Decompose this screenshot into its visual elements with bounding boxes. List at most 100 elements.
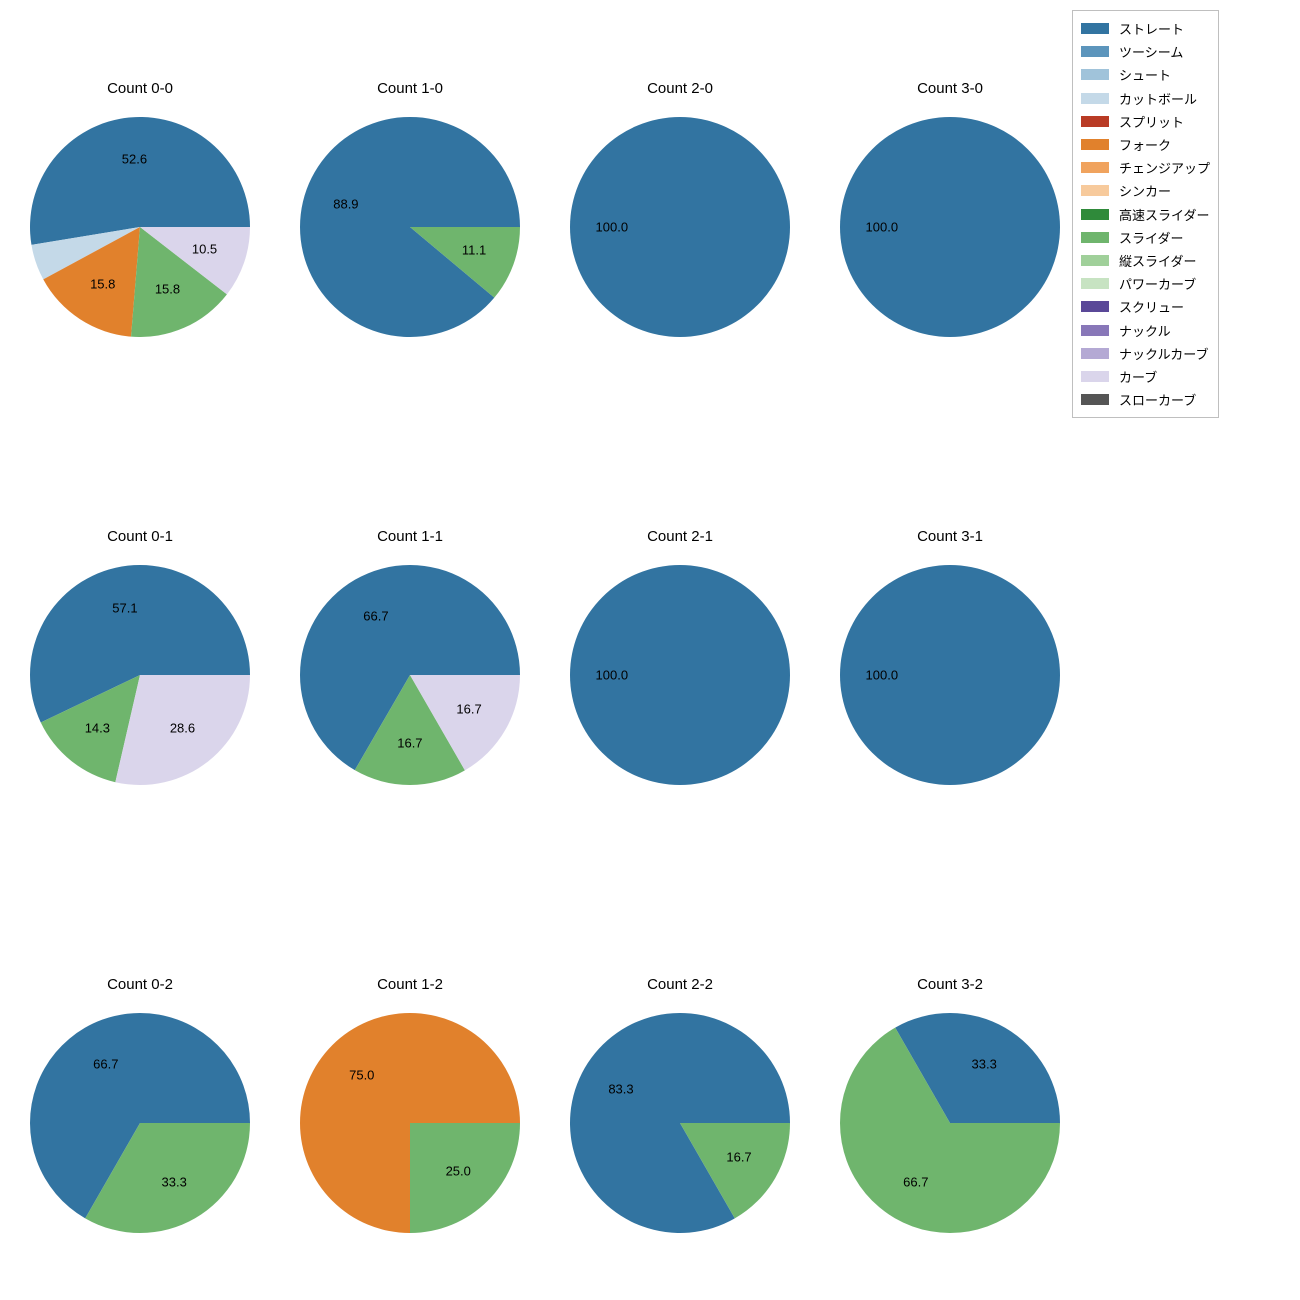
slice-label: 52.6	[122, 152, 147, 167]
pie-chart: 83.3 16.7	[570, 1013, 790, 1233]
pie-chart: 88.9 11.1	[300, 117, 520, 337]
legend-item: ナックル	[1081, 318, 1210, 341]
legend-label: 縦スライダー	[1119, 251, 1196, 270]
chart-title: Count 2-1	[570, 528, 790, 545]
legend-item: スクリュー	[1081, 295, 1210, 318]
legend-label: スローカーブ	[1119, 390, 1196, 409]
legend-label: カットボール	[1119, 89, 1197, 108]
slice-label: 16.7	[726, 1150, 751, 1165]
slice-label: 16.7	[456, 702, 481, 717]
chart-title: Count 1-2	[300, 976, 520, 993]
slice-label: 16.7	[397, 736, 422, 751]
legend-label: ツーシーム	[1119, 42, 1183, 61]
pie-chart: 100.0	[840, 117, 1060, 337]
chart-title: Count 2-0	[570, 80, 790, 97]
legend-swatch	[1081, 278, 1109, 289]
pie-chart: 66.7 33.3	[30, 1013, 250, 1233]
legend-swatch	[1081, 23, 1109, 34]
legend-swatch	[1081, 232, 1109, 243]
slice-label: 83.3	[608, 1081, 633, 1096]
chart-title: Count 3-2	[840, 976, 1060, 993]
chart-title: Count 1-0	[300, 80, 520, 97]
legend-item: カーブ	[1081, 365, 1210, 388]
legend-swatch	[1081, 325, 1109, 336]
legend-swatch	[1081, 301, 1109, 312]
legend-label: カーブ	[1119, 367, 1157, 386]
legend-swatch	[1081, 69, 1109, 80]
pie-chart: 57.1 14.3 28.6	[30, 565, 250, 785]
legend-label: シュート	[1119, 65, 1171, 84]
pie-chart: 33.3 66.7	[840, 1013, 1060, 1233]
legend-item: フォーク	[1081, 133, 1210, 156]
legend-swatch	[1081, 46, 1109, 57]
legend-item: スライダー	[1081, 226, 1210, 249]
legend: ストレートツーシームシュートカットボールスプリットフォークチェンジアップシンカー…	[1072, 10, 1219, 418]
legend-swatch	[1081, 116, 1109, 127]
chart-title: Count 3-1	[840, 528, 1060, 545]
slice-label: 88.9	[333, 196, 358, 211]
legend-item: パワーカーブ	[1081, 272, 1210, 295]
slice-label: 75.0	[349, 1067, 374, 1082]
legend-swatch	[1081, 162, 1109, 173]
chart-title: Count 3-0	[840, 80, 1060, 97]
chart-title: Count 1-1	[300, 528, 520, 545]
legend-item: スプリット	[1081, 110, 1210, 133]
legend-item: チェンジアップ	[1081, 156, 1210, 179]
slice-label: 14.3	[85, 721, 110, 736]
pie-chart: 100.0	[570, 565, 790, 785]
legend-label: スプリット	[1119, 112, 1184, 131]
legend-swatch	[1081, 139, 1109, 150]
slice-label: 66.7	[363, 608, 388, 623]
legend-item: ストレート	[1081, 17, 1210, 40]
slice-label: 11.1	[462, 243, 486, 258]
slice-label: 15.8	[155, 282, 180, 297]
legend-swatch	[1081, 93, 1109, 104]
chart-title: Count 0-2	[30, 976, 250, 993]
pie-chart: 100.0	[840, 565, 1060, 785]
legend-item: スローカーブ	[1081, 388, 1210, 411]
chart-title: Count 0-1	[30, 528, 250, 545]
figure: Count 0-0 52.6 15.8 15.8 10.5 Count 1-0 88.9 11…	[0, 0, 1300, 1300]
legend-item: カットボール	[1081, 87, 1210, 110]
legend-item: シンカー	[1081, 179, 1210, 202]
legend-label: ナックルカーブ	[1119, 344, 1208, 363]
slice-label: 100.0	[866, 220, 899, 235]
pie-slice	[30, 117, 250, 245]
chart-title: Count 0-0	[30, 80, 250, 97]
pie-chart: 52.6 15.8 15.8 10.5	[30, 117, 250, 337]
legend-swatch	[1081, 255, 1109, 266]
legend-item: 高速スライダー	[1081, 203, 1210, 226]
legend-swatch	[1081, 209, 1109, 220]
legend-label: チェンジアップ	[1119, 158, 1210, 177]
legend-label: フォーク	[1119, 135, 1171, 154]
legend-item: ナックルカーブ	[1081, 342, 1210, 365]
legend-label: スクリュー	[1119, 297, 1184, 316]
legend-label: スライダー	[1119, 228, 1183, 247]
legend-swatch	[1081, 394, 1109, 405]
legend-item: シュート	[1081, 63, 1210, 86]
legend-swatch	[1081, 348, 1109, 359]
pie-chart: 100.0	[570, 117, 790, 337]
slice-label: 57.1	[112, 601, 137, 616]
legend-label: 高速スライダー	[1119, 205, 1209, 224]
legend-label: ストレート	[1119, 19, 1184, 38]
slice-label: 66.7	[93, 1056, 118, 1071]
pie-chart: 66.7 16.7 16.7	[300, 565, 520, 785]
legend-swatch	[1081, 185, 1109, 196]
slice-label: 15.8	[90, 277, 115, 292]
slice-label: 25.0	[446, 1164, 471, 1179]
slice-label: 10.5	[192, 242, 217, 257]
legend-item: ツーシーム	[1081, 40, 1210, 63]
slice-label: 100.0	[596, 220, 629, 235]
slice-label: 100.0	[596, 668, 629, 683]
chart-title: Count 2-2	[570, 976, 790, 993]
slice-label: 33.3	[972, 1056, 997, 1071]
legend-label: シンカー	[1119, 181, 1171, 200]
legend-swatch	[1081, 371, 1109, 382]
slice-label: 28.6	[170, 721, 195, 736]
legend-label: ナックル	[1119, 321, 1171, 340]
slice-label: 66.7	[903, 1175, 928, 1190]
legend-item: 縦スライダー	[1081, 249, 1210, 272]
slice-label: 33.3	[162, 1175, 187, 1190]
pie-chart: 75.0 25.0	[300, 1013, 520, 1233]
